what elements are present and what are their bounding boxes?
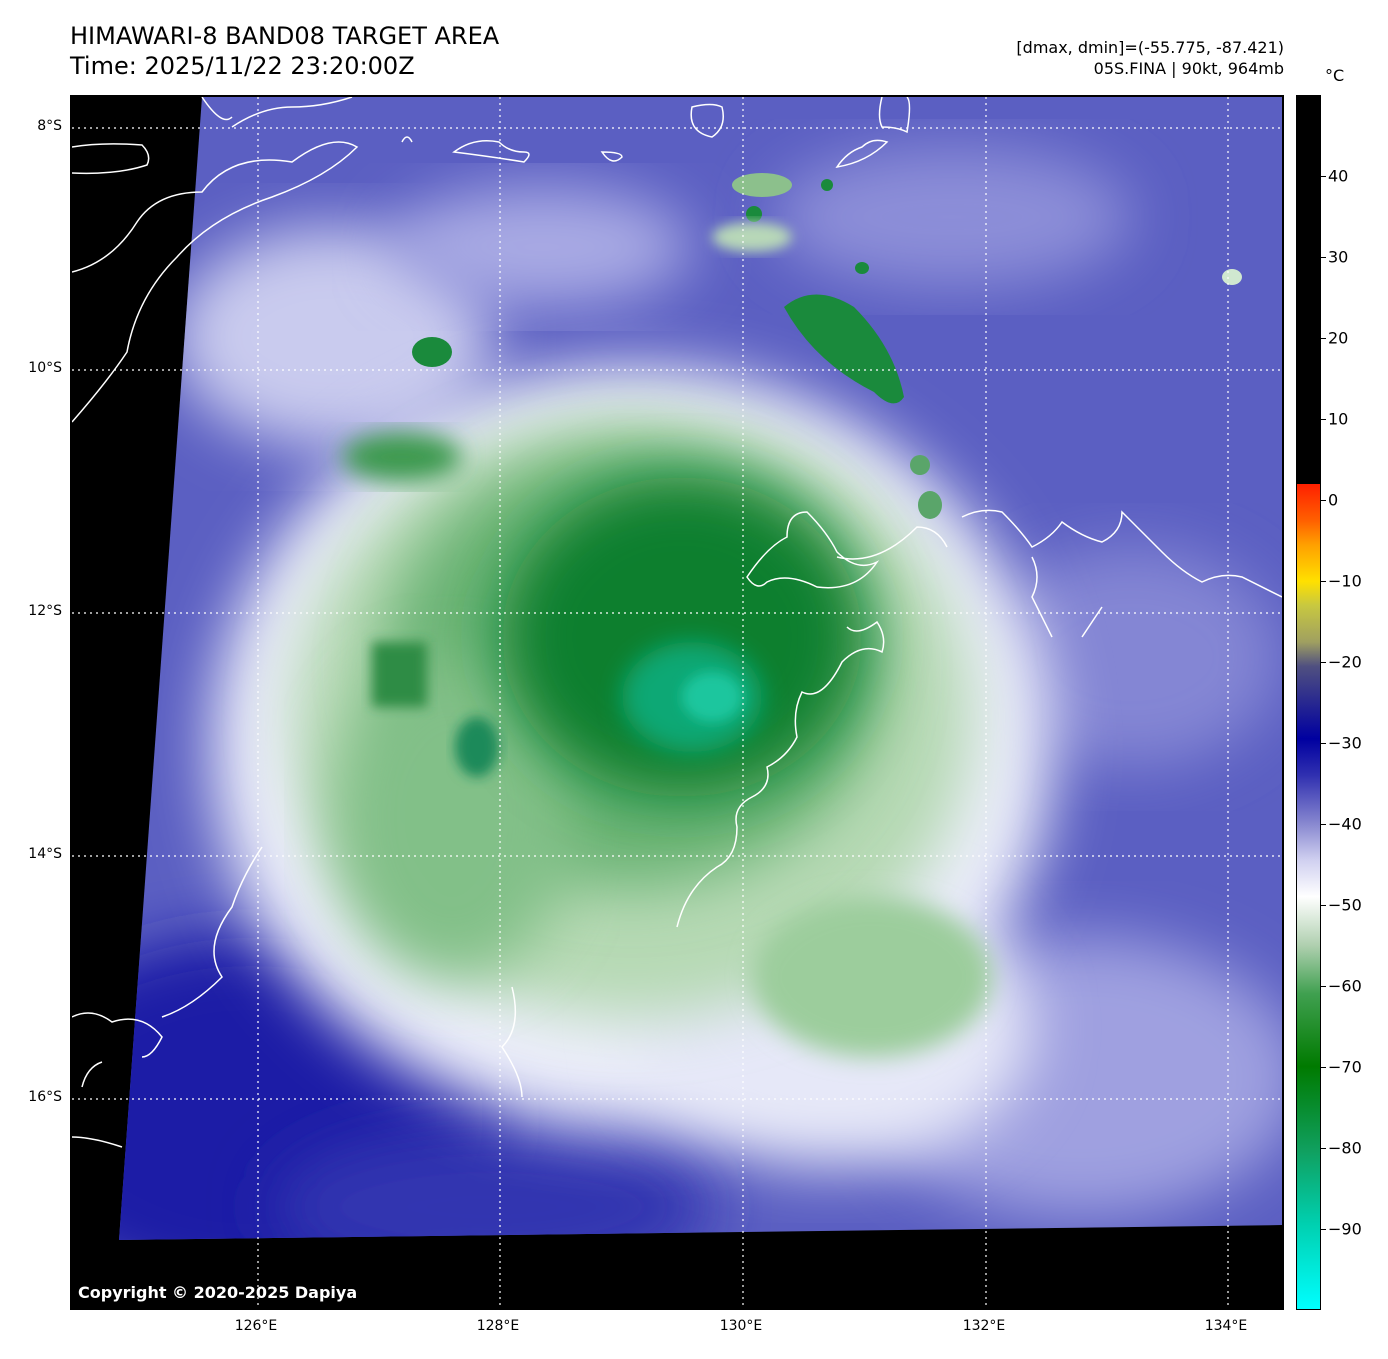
lon-label-132e: 132°E (962, 1318, 1006, 1334)
colorbar-tick (1320, 662, 1326, 663)
colorbar-tick (1320, 338, 1326, 339)
colorbar-tick-label: −20 (1328, 652, 1362, 672)
storm-info: 05S.FINA | 90kt, 964mb (1093, 59, 1284, 78)
lon-label-128e: 128°E (476, 1318, 520, 1334)
title-line-1: HIMAWARI-8 BAND08 TARGET AREA (70, 22, 500, 50)
colorbar-tick-label: 0 (1328, 490, 1339, 510)
lat-label-12s: 12°S (28, 603, 62, 619)
colorbar (1296, 95, 1321, 1310)
stats-readout: [dmax, dmin]=(-55.775, -87.421) (1016, 38, 1284, 57)
satellite-image (72, 97, 1282, 1308)
colorbar-tick-label: −40 (1328, 814, 1362, 834)
colorbar-tick (1320, 986, 1326, 987)
colorbar-tick (1320, 581, 1326, 582)
title-line-2: Time: 2025/11/22 23:20:00Z (70, 52, 415, 80)
lon-label-134e: 134°E (1204, 1318, 1248, 1334)
lat-label-8s: 8°S (37, 118, 62, 134)
colorbar-tick (1320, 176, 1326, 177)
graticule (72, 97, 1282, 1308)
copyright-text: Copyright © 2020-2025 Dapiya (78, 1283, 358, 1302)
colorbar-tick-label: −70 (1328, 1057, 1362, 1077)
lon-label-126e: 126°E (234, 1318, 278, 1334)
colorbar-tick (1320, 257, 1326, 258)
lon-label-130e: 130°E (719, 1318, 763, 1334)
lat-label-16s: 16°S (28, 1089, 62, 1105)
colorbar-tick-label: −90 (1328, 1219, 1362, 1239)
satellite-map: Copyright © 2020-2025 Dapiya (70, 95, 1284, 1310)
coastlines (72, 97, 1282, 1148)
colorbar-tick-label: −30 (1328, 733, 1362, 753)
colorbar-tick (1320, 1067, 1326, 1068)
colorbar-tick-label: 40 (1328, 166, 1349, 186)
colorbar-tick-label: −50 (1328, 895, 1362, 915)
colorbar-tick (1320, 824, 1326, 825)
colorbar-tick (1320, 1148, 1326, 1149)
colorbar-tick (1320, 743, 1326, 744)
colorbar-tick (1320, 1229, 1326, 1230)
colorbar-tick (1320, 419, 1326, 420)
colorbar-tick-label: 30 (1328, 247, 1349, 267)
colorbar-unit: °C (1325, 66, 1345, 85)
colorbar-tick-label: 10 (1328, 409, 1349, 429)
colorbar-tick-label: −10 (1328, 571, 1362, 591)
colorbar-tick (1320, 905, 1326, 906)
colorbar-tick-label: −60 (1328, 976, 1362, 996)
lat-label-10s: 10°S (28, 360, 62, 376)
colorbar-tick-label: 20 (1328, 328, 1349, 348)
colorbar-tick-label: −80 (1328, 1138, 1362, 1158)
lat-label-14s: 14°S (28, 846, 62, 862)
colorbar-tick (1320, 500, 1326, 501)
